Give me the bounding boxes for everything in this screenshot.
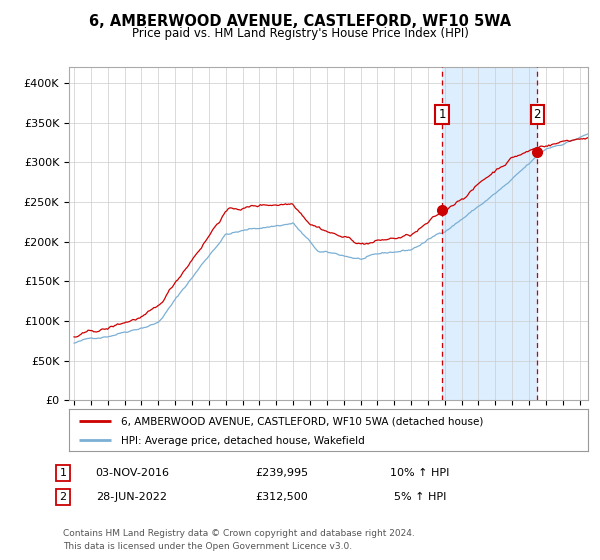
Text: 2: 2 [59,492,67,502]
Text: 28-JUN-2022: 28-JUN-2022 [97,492,167,502]
Text: £312,500: £312,500 [256,492,308,502]
Text: Contains HM Land Registry data © Crown copyright and database right 2024.: Contains HM Land Registry data © Crown c… [63,529,415,538]
Text: Price paid vs. HM Land Registry's House Price Index (HPI): Price paid vs. HM Land Registry's House … [131,27,469,40]
Text: 5% ↑ HPI: 5% ↑ HPI [394,492,446,502]
Text: 1: 1 [439,108,446,122]
Text: HPI: Average price, detached house, Wakefield: HPI: Average price, detached house, Wake… [121,436,365,446]
Text: £239,995: £239,995 [256,468,308,478]
Text: 03-NOV-2016: 03-NOV-2016 [95,468,169,478]
Text: 1: 1 [59,468,67,478]
Text: 6, AMBERWOOD AVENUE, CASTLEFORD, WF10 5WA (detached house): 6, AMBERWOOD AVENUE, CASTLEFORD, WF10 5W… [121,417,483,426]
Text: 10% ↑ HPI: 10% ↑ HPI [391,468,449,478]
Bar [442,67,537,400]
Text: 6, AMBERWOOD AVENUE, CASTLEFORD, WF10 5WA: 6, AMBERWOOD AVENUE, CASTLEFORD, WF10 5W… [89,14,511,29]
Text: 2: 2 [533,108,541,122]
Text: This data is licensed under the Open Government Licence v3.0.: This data is licensed under the Open Gov… [63,542,352,551]
